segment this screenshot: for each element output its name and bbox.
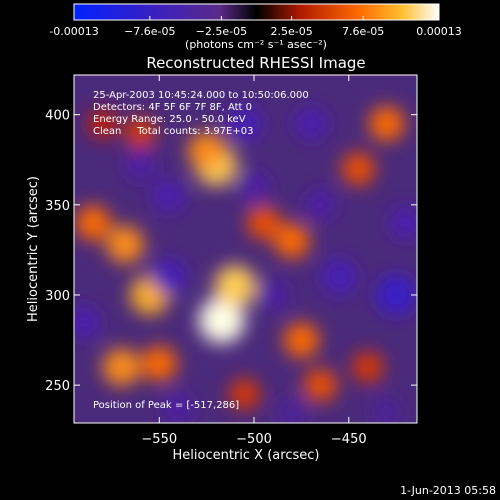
annotation-energy-range: Energy Range: 25.0 - 50.0 keV	[93, 114, 246, 125]
negative-blob	[389, 206, 417, 240]
colorbar-tick-label: 2.5e-05	[270, 25, 312, 38]
x-tick-label: −500	[236, 432, 272, 447]
colorbar-tick-label: -0.00013	[49, 25, 98, 38]
emission-blob	[369, 106, 405, 142]
colorbar-ticks	[73, 16, 440, 20]
negative-blob	[372, 397, 402, 423]
colorbar-tick-label: 0.00013	[416, 25, 462, 38]
peak-position-label: Position of Peak = [-517,286]	[93, 400, 239, 411]
emission-blob	[283, 322, 320, 358]
negative-blob	[226, 106, 263, 142]
colorbar-tick-label: 7.6e-05	[342, 25, 384, 38]
emission-blob	[88, 109, 117, 139]
colorbar-tick-labels: -0.00013 −7.6e-05 −2.5e-05 2.5e-05 7.6e-05 0.…	[49, 25, 461, 38]
colorbar-unit-label: (photons cm⁻² s⁻¹ asec⁻²)	[185, 38, 327, 51]
negative-blob	[152, 179, 186, 213]
colorbar-tick-label: −2.5e-05	[196, 25, 247, 38]
negative-blob	[151, 259, 187, 295]
emission-blob	[106, 225, 144, 264]
emission-blob	[141, 345, 177, 382]
negative-blob	[162, 393, 194, 423]
y-tick-label: 300	[45, 289, 70, 304]
annotation-time-range: 25-Apr-2003 10:45:24.000 to 10:50:06.000	[93, 90, 309, 101]
emission-blob	[341, 152, 375, 186]
emission-blob	[352, 351, 384, 383]
negative-blob	[294, 107, 328, 141]
colorbar	[73, 3, 440, 21]
negative-blob	[376, 275, 416, 315]
emission-blob	[75, 205, 111, 241]
image-intensity-blobs	[74, 106, 417, 423]
negative-blob	[277, 397, 307, 423]
negative-blob	[238, 171, 270, 203]
negative-blob	[321, 259, 357, 295]
y-tick-label: 350	[45, 199, 70, 214]
y-axis-title: Heliocentric Y (arcsec)	[26, 176, 41, 322]
emission-blob	[303, 368, 337, 402]
chart-title: Reconstructed RHESSI Image	[146, 54, 365, 72]
y-tick-label: 250	[45, 379, 70, 394]
emission-blob	[229, 378, 261, 410]
x-tick-label: −550	[141, 432, 177, 447]
x-axis-ticks: −550 −500 −450	[141, 75, 367, 447]
x-tick-label: −450	[331, 432, 367, 447]
emission-blob	[274, 223, 310, 259]
y-axis-ticks: 250 300 350 400	[45, 109, 417, 394]
plot-frame	[73, 74, 418, 424]
y-tick-label: 400	[45, 109, 70, 124]
emission-blob	[102, 348, 141, 386]
emission-blob	[214, 265, 256, 307]
annotation-detectors: Detectors: 4F 5F 6F 7F 8F, Att 0	[93, 102, 252, 113]
negative-blob	[304, 189, 336, 221]
emission-blob	[246, 206, 281, 240]
annotation-block: 25-Apr-2003 10:45:24.000 to 10:50:06.000…	[93, 90, 309, 137]
peak-blob	[211, 310, 232, 331]
colorbar-tick-label: −7.6e-05	[124, 25, 175, 38]
render-date: 1-Jun-2013 05:58	[400, 484, 496, 497]
emission-blob	[187, 132, 226, 170]
negative-blob	[257, 279, 289, 311]
x-axis-title: Heliocentric X (arcsec)	[173, 448, 320, 463]
negative-blob	[124, 149, 156, 181]
negative-blob	[74, 305, 101, 339]
annotation-total-counts: Clean Total counts: 3.97E+03	[93, 126, 253, 137]
emission-blob	[124, 117, 156, 149]
